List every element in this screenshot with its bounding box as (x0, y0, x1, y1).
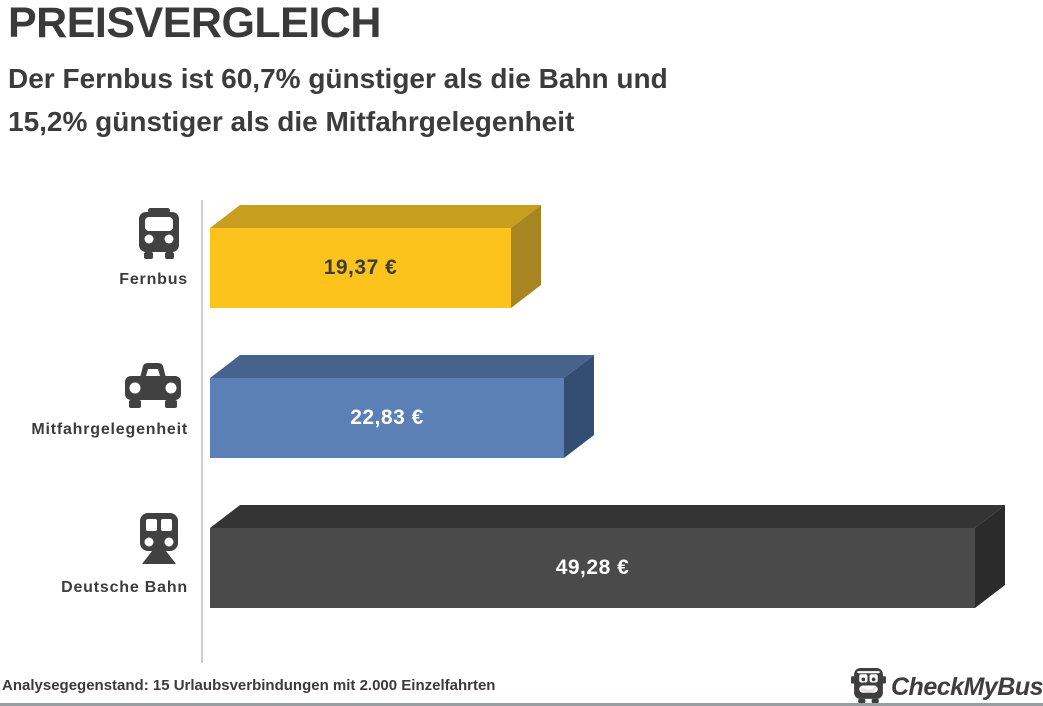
checkmybus-bus-mascot-icon (850, 666, 887, 706)
bar-top-face (210, 505, 1005, 528)
bar-value-label: 22,83 € (350, 406, 424, 429)
y-axis-line (201, 200, 203, 663)
subtitle-line-2: 15,2% günstiger als die Mitfahrgelegenhe… (8, 106, 575, 137)
bar-front-face: 22,83 € (210, 378, 564, 458)
bar-front-face: 19,37 € (210, 228, 511, 308)
bar-row-mitfahrgelegenheit: 22,83 € (210, 355, 1010, 458)
bar-top-face (210, 205, 541, 228)
category-label: Deutsche Bahn (61, 579, 188, 596)
checkmybus-wordmark: CheckMyBus (891, 672, 1043, 701)
bar-value-label: 19,37 € (323, 256, 398, 279)
train-icon (135, 513, 183, 572)
bar-row-deutsche-bahn: 49,28 € (210, 505, 1010, 608)
analysis-note: Analysegegenstand: 15 Urlaubsverbindunge… (2, 677, 496, 694)
page-title: PREISVERGLEICH (8, 0, 381, 47)
bar-top-face (210, 355, 594, 378)
category-block-deutsche-bahn: Deutsche Bahn (0, 513, 189, 597)
category-block-fernbus: Fernbus (0, 208, 189, 289)
subtitle-line-1: Der Fernbus ist 60,7% günstiger als die … (8, 63, 668, 94)
bar-row-fernbus: 19,37 € (210, 205, 1010, 308)
page-subtitle: Der Fernbus ist 60,7% günstiger als die … (8, 57, 668, 143)
bar-front-face: 49,28 € (210, 528, 975, 608)
checkmybus-logo: CheckMyBus (850, 666, 1043, 706)
bar-value-label: 49,28 € (555, 556, 630, 579)
bus-icon (135, 208, 183, 264)
category-block-mitfahrgelegenheit: Mitfahrgelegenheit (0, 360, 189, 439)
category-label: Fernbus (119, 271, 188, 288)
category-label: Mitfahrgelegenheit (31, 421, 188, 438)
car-icon (123, 360, 183, 414)
bottom-divider (0, 703, 1043, 706)
